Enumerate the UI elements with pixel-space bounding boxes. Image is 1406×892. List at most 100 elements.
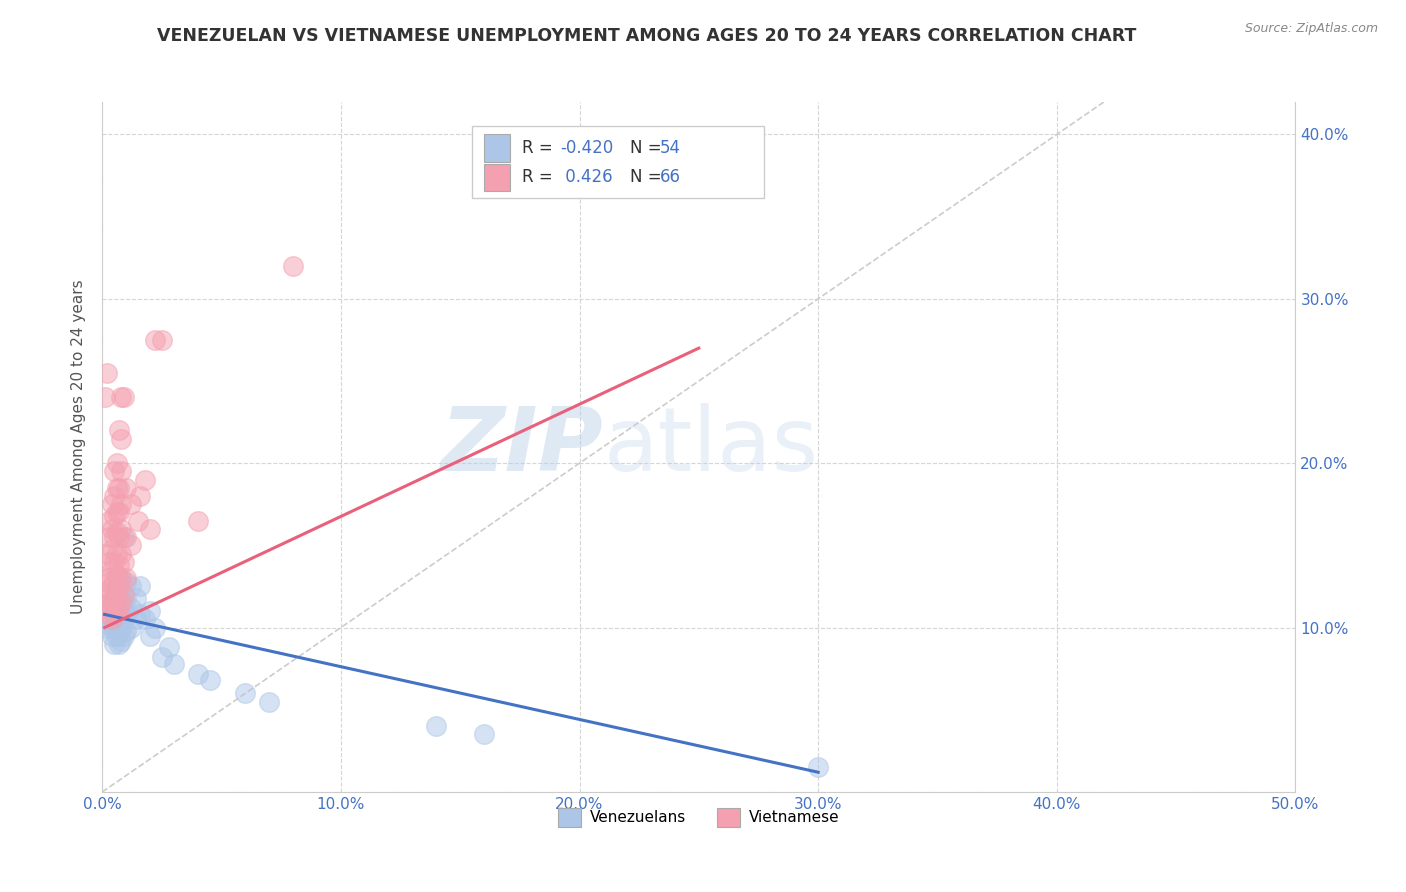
- Point: [127, 514, 149, 528]
- Point: [112, 629, 135, 643]
- Text: -0.420: -0.420: [561, 139, 613, 157]
- Point: [120, 579, 142, 593]
- Point: [120, 538, 142, 552]
- Point: [112, 391, 135, 405]
- Point: [93, 391, 115, 405]
- Point: [134, 473, 156, 487]
- Point: [100, 497, 122, 511]
- Point: [108, 481, 131, 495]
- Point: [472, 727, 495, 741]
- Point: [103, 508, 125, 523]
- Point: [143, 333, 166, 347]
- Point: [108, 579, 131, 593]
- Point: [112, 588, 135, 602]
- Point: [98, 596, 121, 610]
- Point: [129, 489, 152, 503]
- Point: [108, 571, 131, 585]
- Point: [100, 596, 122, 610]
- Point: [110, 633, 132, 648]
- Point: [105, 588, 128, 602]
- Text: 54: 54: [659, 139, 681, 157]
- Point: [110, 596, 132, 610]
- Point: [110, 574, 132, 589]
- Text: atlas: atlas: [603, 403, 818, 491]
- Point: [124, 591, 146, 605]
- Point: [98, 612, 121, 626]
- Point: [120, 600, 142, 615]
- Point: [103, 596, 125, 610]
- Bar: [484, 163, 510, 191]
- Point: [100, 621, 122, 635]
- Point: [100, 604, 122, 618]
- Point: [108, 506, 131, 520]
- Point: [115, 607, 138, 622]
- Point: [115, 574, 138, 589]
- Point: [105, 604, 128, 618]
- Point: [105, 568, 128, 582]
- Point: [105, 596, 128, 610]
- Point: [108, 600, 131, 615]
- Point: [98, 514, 121, 528]
- Point: [112, 530, 135, 544]
- Point: [110, 621, 132, 635]
- Point: [105, 621, 128, 635]
- Point: [157, 640, 180, 655]
- Point: [198, 673, 221, 688]
- Point: [96, 366, 118, 380]
- Point: [110, 547, 132, 561]
- Point: [112, 596, 135, 610]
- Point: [807, 760, 830, 774]
- Point: [98, 574, 121, 589]
- Point: [187, 666, 209, 681]
- Point: [124, 612, 146, 626]
- Point: [105, 607, 128, 622]
- Point: [103, 555, 125, 569]
- Point: [235, 686, 257, 700]
- Text: R =: R =: [522, 169, 558, 186]
- Point: [103, 607, 125, 622]
- Point: [103, 489, 125, 503]
- Bar: [484, 134, 510, 161]
- Point: [100, 522, 122, 536]
- Point: [108, 596, 131, 610]
- Point: [103, 591, 125, 605]
- Point: [110, 522, 132, 536]
- Point: [150, 650, 173, 665]
- Point: [143, 621, 166, 635]
- Text: N =: N =: [630, 169, 666, 186]
- Point: [103, 464, 125, 478]
- Point: [150, 333, 173, 347]
- Text: 0.426: 0.426: [561, 169, 613, 186]
- Point: [110, 497, 132, 511]
- Point: [108, 607, 131, 622]
- Point: [134, 612, 156, 626]
- Point: [108, 624, 131, 638]
- Point: [96, 621, 118, 635]
- Point: [120, 621, 142, 635]
- Point: [115, 624, 138, 638]
- Point: [115, 530, 138, 544]
- Point: [129, 607, 152, 622]
- Point: [110, 604, 132, 618]
- Text: VENEZUELAN VS VIETNAMESE UNEMPLOYMENT AMONG AGES 20 TO 24 YEARS CORRELATION CHAR: VENEZUELAN VS VIETNAMESE UNEMPLOYMENT AM…: [157, 27, 1136, 45]
- Point: [129, 579, 152, 593]
- Point: [100, 541, 122, 556]
- Point: [108, 423, 131, 437]
- Point: [139, 629, 162, 643]
- Point: [105, 456, 128, 470]
- Point: [115, 481, 138, 495]
- Point: [425, 719, 447, 733]
- Point: [105, 579, 128, 593]
- Point: [105, 481, 128, 495]
- Point: [115, 591, 138, 605]
- Point: [120, 497, 142, 511]
- Point: [96, 571, 118, 585]
- Point: [98, 555, 121, 569]
- Point: [139, 522, 162, 536]
- Point: [110, 391, 132, 405]
- Point: [96, 547, 118, 561]
- Point: [112, 555, 135, 569]
- Point: [115, 571, 138, 585]
- Point: [103, 637, 125, 651]
- Point: [163, 657, 186, 671]
